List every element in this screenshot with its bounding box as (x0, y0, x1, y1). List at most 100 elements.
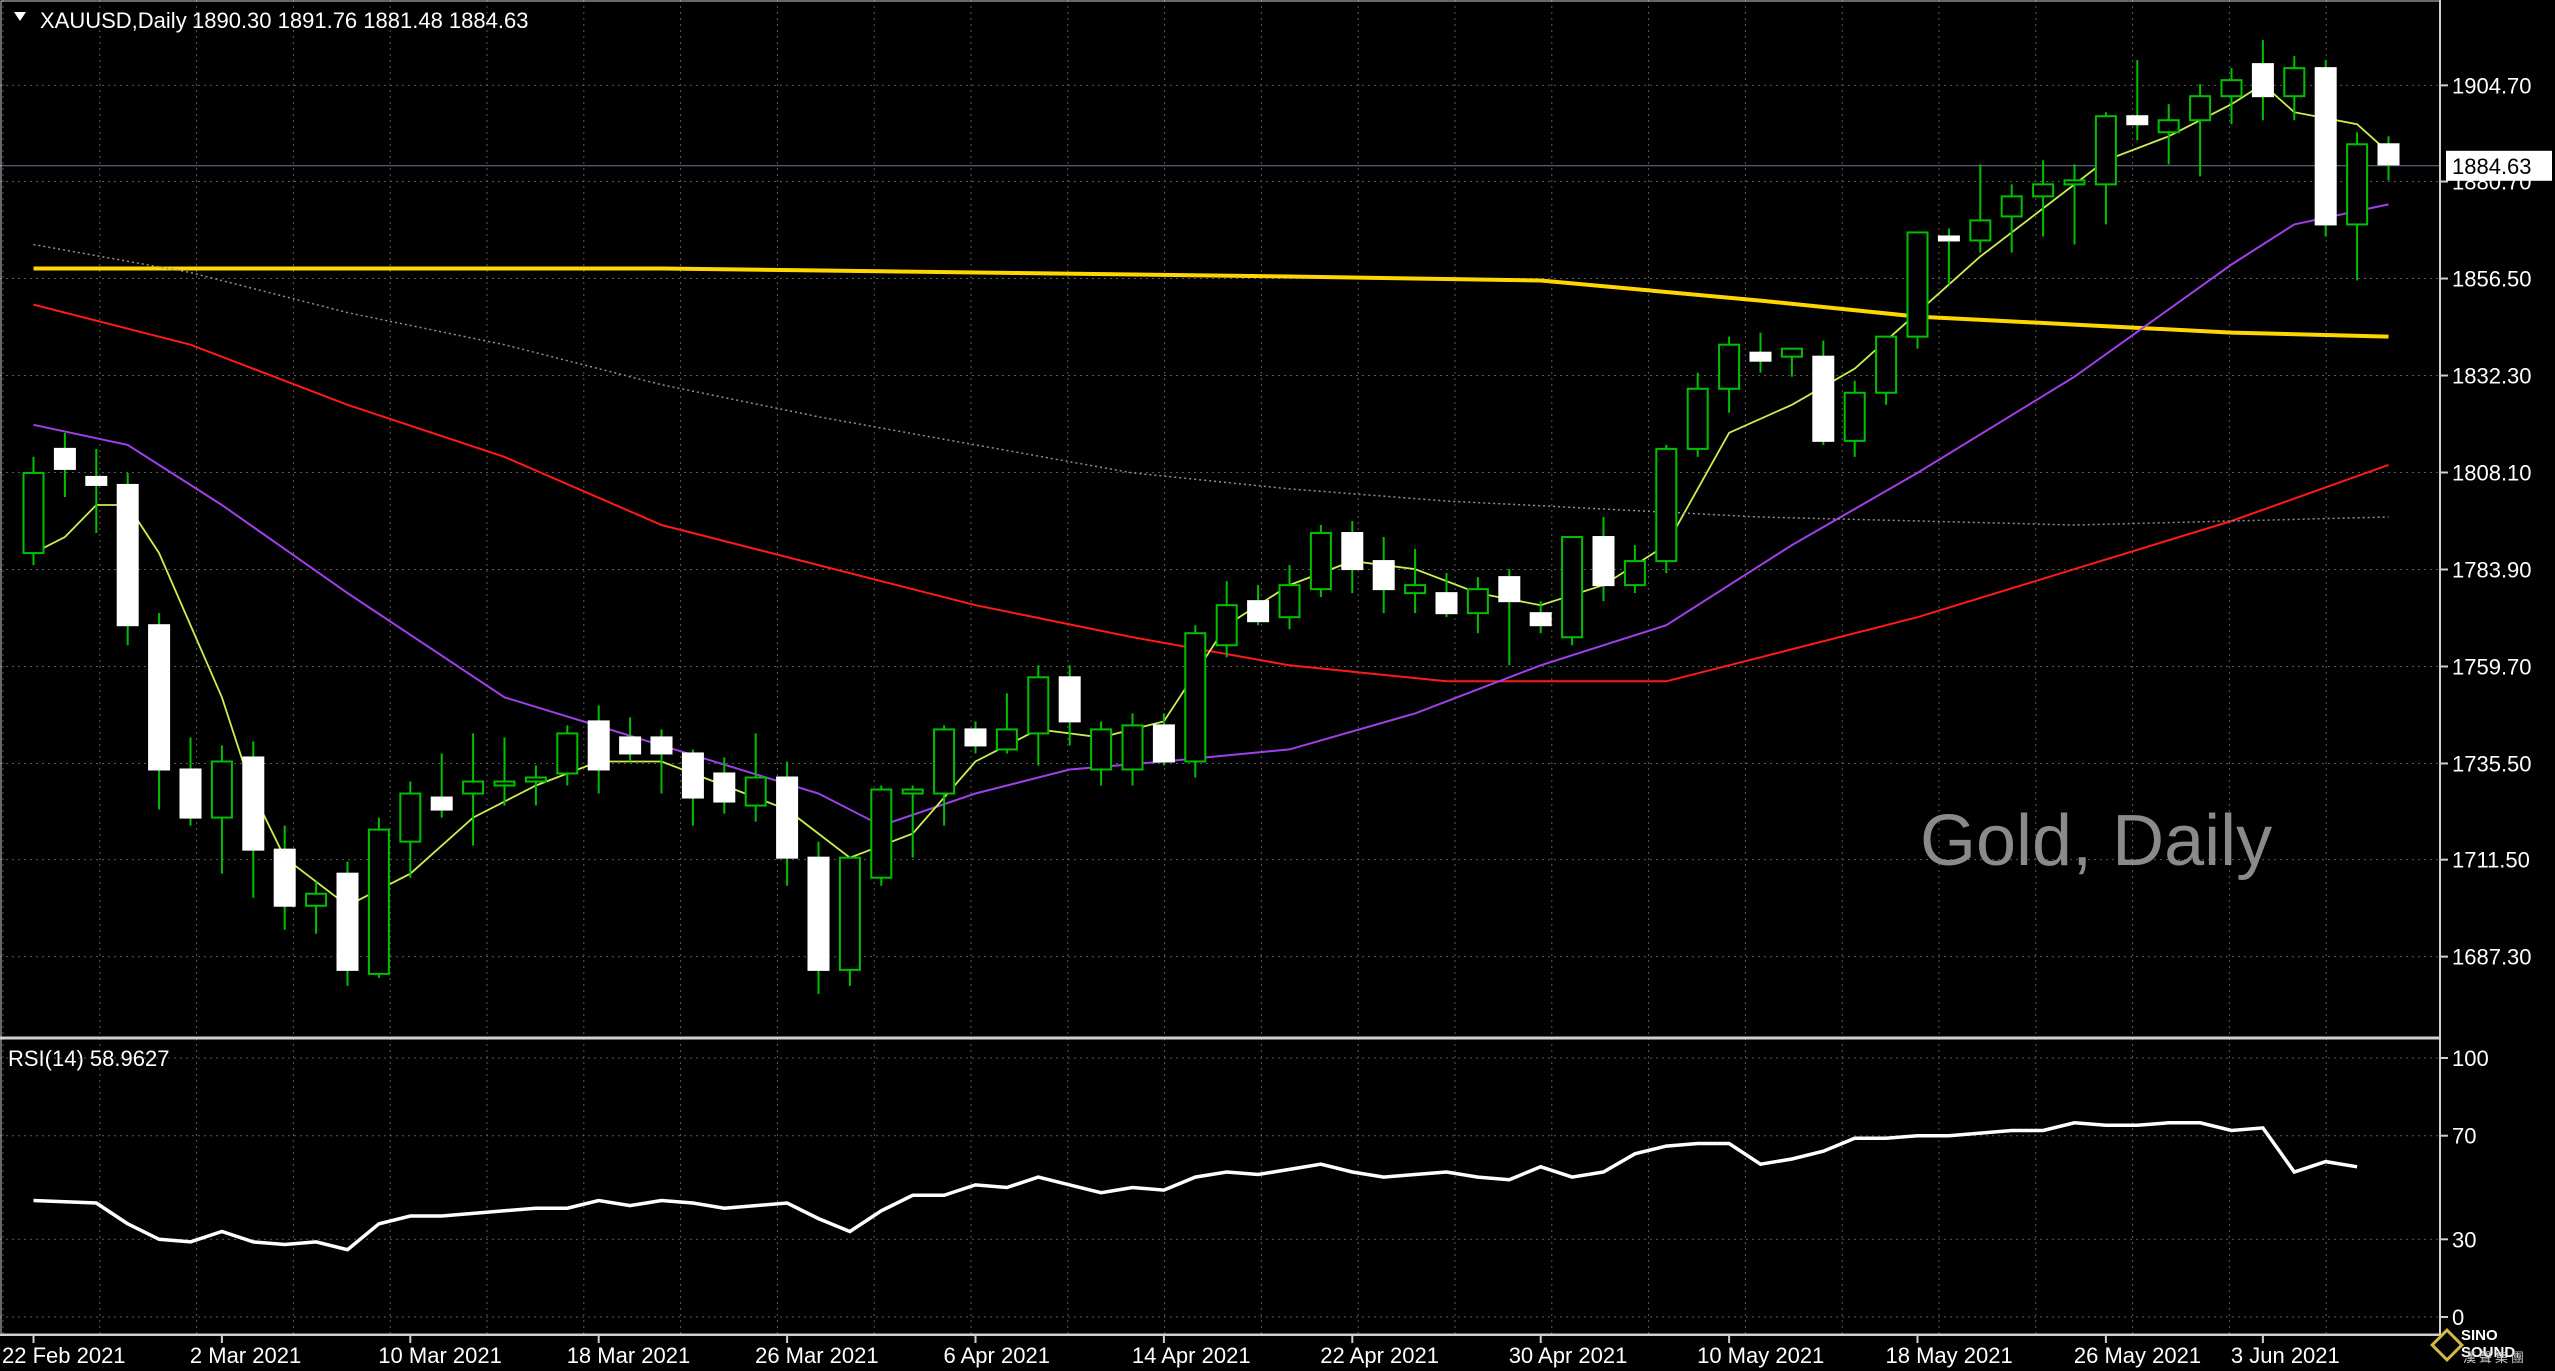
price-tick-label: 1904.70 (2452, 73, 2532, 98)
price-tick-label: 1832.30 (2452, 364, 2532, 389)
candle (1623, 545, 1646, 594)
candle (1152, 713, 1175, 766)
candle-body (2032, 183, 2055, 198)
candle (1592, 516, 1615, 602)
candle-body (838, 856, 861, 971)
candle-body (305, 892, 328, 907)
candle (2283, 56, 2306, 121)
candle (273, 825, 296, 930)
price-tick-label: 1783.90 (2452, 557, 2532, 582)
candle-body (2377, 143, 2400, 166)
candle-body (242, 756, 265, 851)
date-tick-label: 18 May 2021 (1886, 1343, 2013, 1368)
candle-body (53, 447, 76, 470)
candle (1309, 525, 1332, 598)
candle-body (116, 483, 139, 627)
candle-body (1686, 387, 1709, 450)
candle-body (1466, 588, 1489, 615)
candle-body (1592, 536, 1615, 587)
candle (524, 765, 547, 806)
rsi-tick-label: 30 (2452, 1227, 2476, 1252)
candle-body (1623, 560, 1646, 587)
candle (587, 705, 610, 794)
candle (2000, 184, 2023, 253)
candle (2251, 40, 2274, 121)
chevron-down-icon[interactable] (14, 12, 26, 21)
candle (399, 781, 422, 878)
candle (1780, 347, 1803, 377)
candle (493, 737, 516, 806)
candle-body (273, 848, 296, 907)
candle-body (367, 828, 390, 975)
candle-body (1278, 584, 1301, 619)
candle-body (713, 772, 736, 803)
candle (85, 448, 108, 534)
candle (210, 745, 233, 874)
candle (2189, 84, 2212, 177)
current-price-label: 1884.63 (2452, 154, 2532, 179)
date-tick-label: 2 Mar 2021 (190, 1343, 301, 1368)
candle (838, 856, 861, 986)
candle-body (2157, 119, 2180, 134)
rsi-panel (33, 1121, 2358, 1252)
date-tick-label: 22 Feb 2021 (2, 1343, 126, 1368)
candle-body (1718, 343, 1741, 390)
candle-body (1969, 219, 1992, 242)
candle-body (1215, 604, 1238, 647)
candle-body (2220, 79, 2243, 98)
date-tick-label: 10 Mar 2021 (378, 1343, 502, 1368)
candle-body (681, 752, 704, 799)
candle (1121, 713, 1144, 786)
candle-body (2346, 143, 2369, 226)
candle (933, 725, 956, 826)
candle-body (1341, 532, 1364, 571)
candle (1090, 721, 1113, 786)
candle-body (1561, 536, 1584, 639)
candle (2346, 132, 2369, 281)
candle (179, 737, 202, 826)
date-tick-label: 10 May 2021 (1697, 1343, 1824, 1368)
candle-body (1906, 231, 1929, 338)
price-tick-label: 1808.10 (2452, 461, 2532, 486)
candle (1058, 665, 1081, 746)
candle (619, 717, 642, 762)
candle (1529, 601, 1552, 634)
candle (681, 749, 704, 826)
candle-body (493, 780, 516, 787)
candle (367, 817, 390, 978)
candle-body (2283, 67, 2306, 98)
candle (116, 472, 139, 646)
date-tick-label: 26 May 2021 (2074, 1343, 2201, 1368)
candle (776, 761, 799, 886)
candle-body (1937, 235, 1960, 242)
candle-body (2189, 95, 2212, 122)
candle-body (807, 856, 830, 971)
candle-body (462, 780, 485, 795)
ohlc-readout: 1890.30 1891.76 1881.48 1884.63 (192, 8, 528, 33)
price-tick-label: 1735.50 (2452, 751, 2532, 776)
candle (1749, 332, 1772, 373)
rsi-label: RSI(14) 58.9627 (8, 1046, 169, 1071)
candle-body (1058, 676, 1081, 723)
candle-body (2094, 115, 2117, 186)
candle-body (148, 624, 171, 771)
candle (305, 881, 328, 934)
candle (1215, 581, 1238, 658)
candle-body (2314, 67, 2337, 226)
candle-body (1843, 391, 1866, 442)
candle-body (1184, 632, 1207, 763)
candle-body (1121, 724, 1144, 771)
candle-body (179, 768, 202, 819)
candle-body (1309, 532, 1332, 591)
candle (1686, 372, 1709, 457)
candle-body (430, 796, 453, 811)
candle-body (1404, 584, 1427, 595)
date-tick-label: 14 Apr 2021 (1132, 1343, 1251, 1368)
logo-subtext: 漢聲集團 (2463, 1350, 2528, 1365)
candle (2220, 68, 2243, 125)
candle (1655, 444, 1678, 574)
chart-title: XAUUSD,Daily (40, 8, 187, 33)
candle (1843, 380, 1866, 457)
candle (53, 432, 76, 497)
candle-body (1749, 351, 1772, 362)
